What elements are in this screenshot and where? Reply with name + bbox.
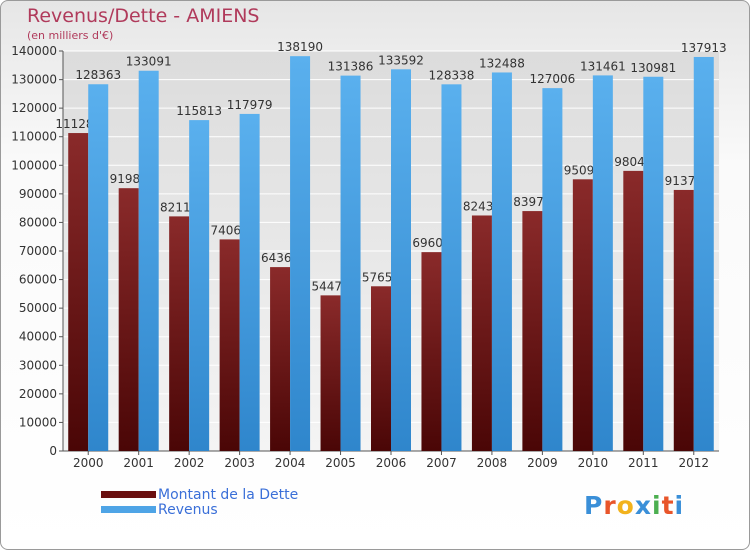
- x-tick-label: 2002: [174, 456, 205, 470]
- bar-debt: [572, 179, 593, 451]
- bar-debt: [169, 216, 190, 451]
- legend-item-revenue: Revenus: [101, 501, 298, 518]
- y-tick-label: 90000: [19, 187, 57, 201]
- y-tick-label: 10000: [19, 415, 57, 429]
- y-tick-label: 140000: [11, 44, 57, 58]
- x-tick-label: 2004: [275, 456, 306, 470]
- logo-letter: x: [634, 491, 652, 520]
- bar-debt: [270, 267, 291, 451]
- logo-letter: i: [674, 491, 685, 520]
- data-label-debt: 91372: [665, 174, 703, 188]
- data-label-revenue: 132488: [479, 56, 525, 70]
- bar-revenue: [391, 69, 411, 452]
- x-tick-label: 2010: [578, 456, 609, 470]
- bar-debt: [219, 239, 240, 451]
- data-label-revenue: 131386: [328, 60, 374, 74]
- bar-revenue: [138, 70, 159, 452]
- data-label-debt: 91982: [110, 172, 148, 186]
- legend-label-revenue: Revenus: [158, 501, 218, 518]
- data-label-debt: 54472: [311, 279, 349, 293]
- data-label-debt: 57652: [362, 270, 400, 284]
- bar-revenue: [290, 56, 311, 452]
- legend-swatch-debt: [101, 491, 156, 498]
- bar-debt: [471, 215, 492, 451]
- bar-debt: [623, 170, 644, 451]
- bar-debt: [421, 252, 442, 451]
- data-label-debt: 69602: [412, 236, 450, 250]
- x-tick-label: 2009: [527, 456, 558, 470]
- bar-revenue: [88, 84, 109, 452]
- logo-letter: r: [603, 491, 617, 520]
- bar-debt: [371, 286, 391, 451]
- y-tick-label: 50000: [19, 301, 57, 315]
- bar-revenue: [693, 56, 714, 451]
- data-label-revenue: 131461: [580, 59, 626, 73]
- proxiti-logo: Proxiti: [584, 491, 684, 520]
- data-label-debt: 64362: [261, 251, 299, 265]
- y-tick-label: 110000: [11, 130, 57, 144]
- bar-debt: [320, 295, 341, 451]
- logo-letter: P: [584, 491, 604, 520]
- chart-subtitle: (en milliers d'€): [27, 29, 114, 42]
- x-tick-label: 2008: [477, 456, 508, 470]
- data-label-debt: 82117: [160, 200, 198, 214]
- data-label-revenue: 130981: [630, 61, 676, 75]
- x-tick-label: 2011: [628, 456, 659, 470]
- x-tick-label: 2007: [426, 456, 457, 470]
- bar-revenue: [189, 120, 210, 451]
- y-tick-label: 30000: [19, 358, 57, 372]
- legend: Montant de la Dette Revenus: [101, 486, 299, 518]
- y-tick-label: 0: [49, 444, 57, 458]
- y-tick-label: 120000: [11, 101, 57, 115]
- x-tick-label: 2012: [678, 456, 709, 470]
- x-tick-label: 2001: [123, 456, 154, 470]
- bar-revenue: [643, 76, 664, 452]
- y-tick-label: 80000: [19, 215, 57, 229]
- logo-letter: o: [616, 491, 635, 520]
- chart-title: Revenus/Dette - AMIENS: [27, 5, 260, 27]
- bar-debt: [673, 189, 694, 452]
- legend-item-debt: Montant de la Dette: [101, 486, 299, 503]
- bar-debt: [118, 188, 139, 452]
- y-tick-label: 40000: [19, 330, 57, 344]
- legend-label-debt: Montant de la Dette: [158, 486, 299, 503]
- data-label-revenue: 137913: [681, 41, 727, 55]
- data-label-revenue: 128363: [75, 68, 121, 82]
- y-tick-label: 60000: [19, 273, 57, 287]
- y-tick-label: 20000: [19, 387, 57, 401]
- logo-letter: i: [652, 491, 662, 520]
- x-tick-label: 2003: [224, 456, 255, 470]
- x-tick-label: 2006: [376, 456, 407, 470]
- data-label-revenue: 115813: [176, 104, 222, 118]
- bar-revenue: [340, 75, 361, 452]
- bar-revenue: [592, 75, 613, 451]
- bar-debt: [68, 133, 89, 451]
- bar-debt: [522, 211, 543, 451]
- data-label-revenue: 117979: [227, 98, 273, 112]
- data-label-revenue: 133592: [378, 53, 424, 67]
- data-label-debt: 74062: [211, 223, 249, 237]
- data-label-revenue: 138190: [277, 40, 323, 54]
- y-tick-label: 70000: [19, 244, 57, 258]
- bar-revenue: [491, 72, 512, 451]
- data-label-revenue: 127006: [529, 72, 575, 86]
- data-label-debt: 95092: [564, 163, 602, 177]
- legend-swatch-revenue: [101, 506, 156, 513]
- data-label-revenue: 128338: [429, 68, 475, 82]
- logo-letter: t: [661, 491, 675, 520]
- data-label-debt: 82432: [463, 199, 501, 213]
- y-tick-label: 130000: [11, 73, 57, 87]
- bar-revenue: [239, 113, 260, 451]
- data-label-debt: 98042: [614, 155, 652, 169]
- x-tick-label: 2005: [325, 456, 356, 470]
- x-tick-label: 2000: [73, 456, 104, 470]
- data-label-debt: 83972: [513, 195, 551, 209]
- bar-revenue: [441, 84, 462, 451]
- data-label-revenue: 133091: [126, 55, 172, 69]
- y-tick-label: 100000: [11, 158, 57, 172]
- bar-revenue: [542, 88, 563, 451]
